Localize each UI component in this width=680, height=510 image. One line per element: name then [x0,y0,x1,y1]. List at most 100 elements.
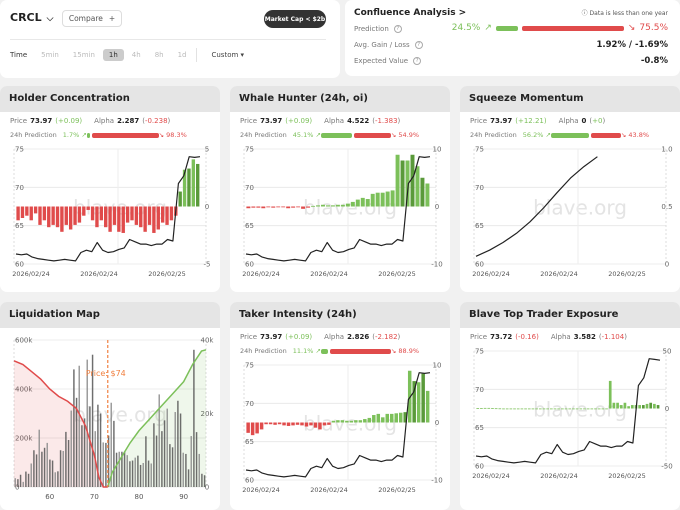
indicator-bar [255,422,259,434]
indicator-bar [345,420,349,423]
liquidation-bar [113,420,115,487]
help-icon[interactable]: ? [393,25,402,33]
liquidation-bar [91,354,94,487]
y-right-tick-label: 0 [665,261,669,269]
trend-up-icon: ↗ [313,131,321,139]
indicator-bar [286,422,291,426]
y-left-tick-label: 60 [245,477,254,485]
y-left-tick-label: 75 [475,146,484,154]
liquidation-bar [105,442,107,487]
alpha-label: Alpha [550,333,571,341]
indicator-bar [381,417,385,423]
indicator-bar [619,405,623,409]
indicator-bar [16,206,20,221]
indicator-bar [47,206,51,228]
y-left-tick-label: 60 [15,261,24,269]
indicator-bar [20,206,25,218]
indicator-bar [498,408,502,410]
liquidation-bar [174,412,176,487]
panel-title[interactable]: Liquidation Map [0,302,220,328]
x-tick-label: 2026/02/24 [80,270,117,278]
indicator-bar [325,205,330,207]
indicator-bar [557,408,561,410]
data-note: ⓘ Data is less than one year [581,10,668,17]
panel-title[interactable]: Blave Top Trader Exposure [460,302,680,328]
indicator-bar [349,420,354,423]
liquidation-bar [22,481,24,487]
x-tick-label: 90 [179,493,188,501]
timeframe-5min[interactable]: 5min [41,51,59,59]
indicator-bar [405,160,410,207]
liquidation-bar [19,474,22,487]
indicator-bar [182,169,187,207]
liquidation-bar [153,423,155,487]
timeframe-1d[interactable]: 1d [177,51,187,59]
x-tick-label: 2026/02/24 [472,472,509,480]
liquidation-bar [169,444,171,487]
timeframe-15min[interactable]: 15min [72,51,95,59]
indicator-bar [38,206,42,225]
liquidation-bar [75,397,78,487]
liquidation-bar [54,472,56,487]
liquidation-bar [134,457,136,487]
liquidation-bar [67,439,70,487]
panel-title[interactable]: Taker Intensity (24h) [230,302,450,328]
y-left-tick-label: 75 [475,348,484,356]
indicator-bar [134,206,139,225]
chart-blave-top-trader-exposure: 75 70 65 60 50 0 -50 blave.org 2026/02/24 2026/02… [472,348,672,481]
panel-title[interactable]: Whale Hunter (24h, oi) [230,86,450,112]
timeframe-selector: Time 5min 15min 1h 4h 8h 1d Custom ▾ [10,48,244,62]
indicator-bar [590,408,594,410]
y-right-tick-label: -10 [431,477,442,485]
indicator-bar [301,206,306,209]
indicator-bar [33,206,38,214]
help-icon[interactable]: ? [414,41,423,49]
indicator-bar [68,206,73,230]
alpha-label: Alpha [558,117,579,125]
help-icon[interactable]: ? [413,57,422,65]
panel-title[interactable]: Squeeze Momentum [460,86,680,112]
liquidation-bar [83,418,86,487]
indicator-bar [73,206,77,225]
liquidation-bar [190,436,192,487]
x-tick-label: 80 [135,493,144,501]
liquidation-bar [59,450,62,487]
price-label: Price [240,117,258,125]
indicator-bar [350,201,355,207]
indicator-bar [335,204,340,207]
liquidation-bar [166,408,168,487]
indicator-bar [355,199,360,207]
confluence-title-link[interactable]: Confluence Analysis > [354,8,467,18]
liquidation-bar [89,406,91,487]
prediction-up-bar [495,25,518,31]
indicator-bar [502,408,505,410]
compare-button[interactable]: Compare + [62,10,122,27]
custom-timeframe-dropdown[interactable]: Custom ▾ [211,51,245,59]
panel-title[interactable]: Holder Concentration [0,86,220,112]
indicator-bar [340,204,345,207]
liquidation-bar [97,404,99,487]
indicator-bar [316,205,320,207]
indicator-bar [390,413,394,423]
x-tick-label: 2026/02/25 [378,486,415,494]
indicator-bar [309,422,313,426]
timeframe-1h[interactable]: 1h [102,49,124,61]
liquidation-bar [65,431,67,487]
market-cap-badge[interactable]: Market Cap < $2b [264,10,326,28]
liquidation-bar [99,413,102,487]
indicator-bar [412,381,416,423]
indicator-bar [365,199,370,207]
y-right-tick-label: 10 [433,146,442,154]
timeframe-8h[interactable]: 8h [154,51,164,59]
indicator-bar [25,206,29,216]
liquidation-bar [115,452,118,487]
indicator-bar [165,206,169,225]
timeframe-4h[interactable]: 4h [131,51,141,59]
y-right-tick-label: -5 [204,261,211,269]
symbol-selector[interactable]: CRCL ⌵ [10,11,54,24]
indicator-bar [139,206,143,228]
y-right-tick-label: 40k [201,337,215,345]
indicator-bar [264,422,268,425]
time-label: Time [10,51,28,59]
